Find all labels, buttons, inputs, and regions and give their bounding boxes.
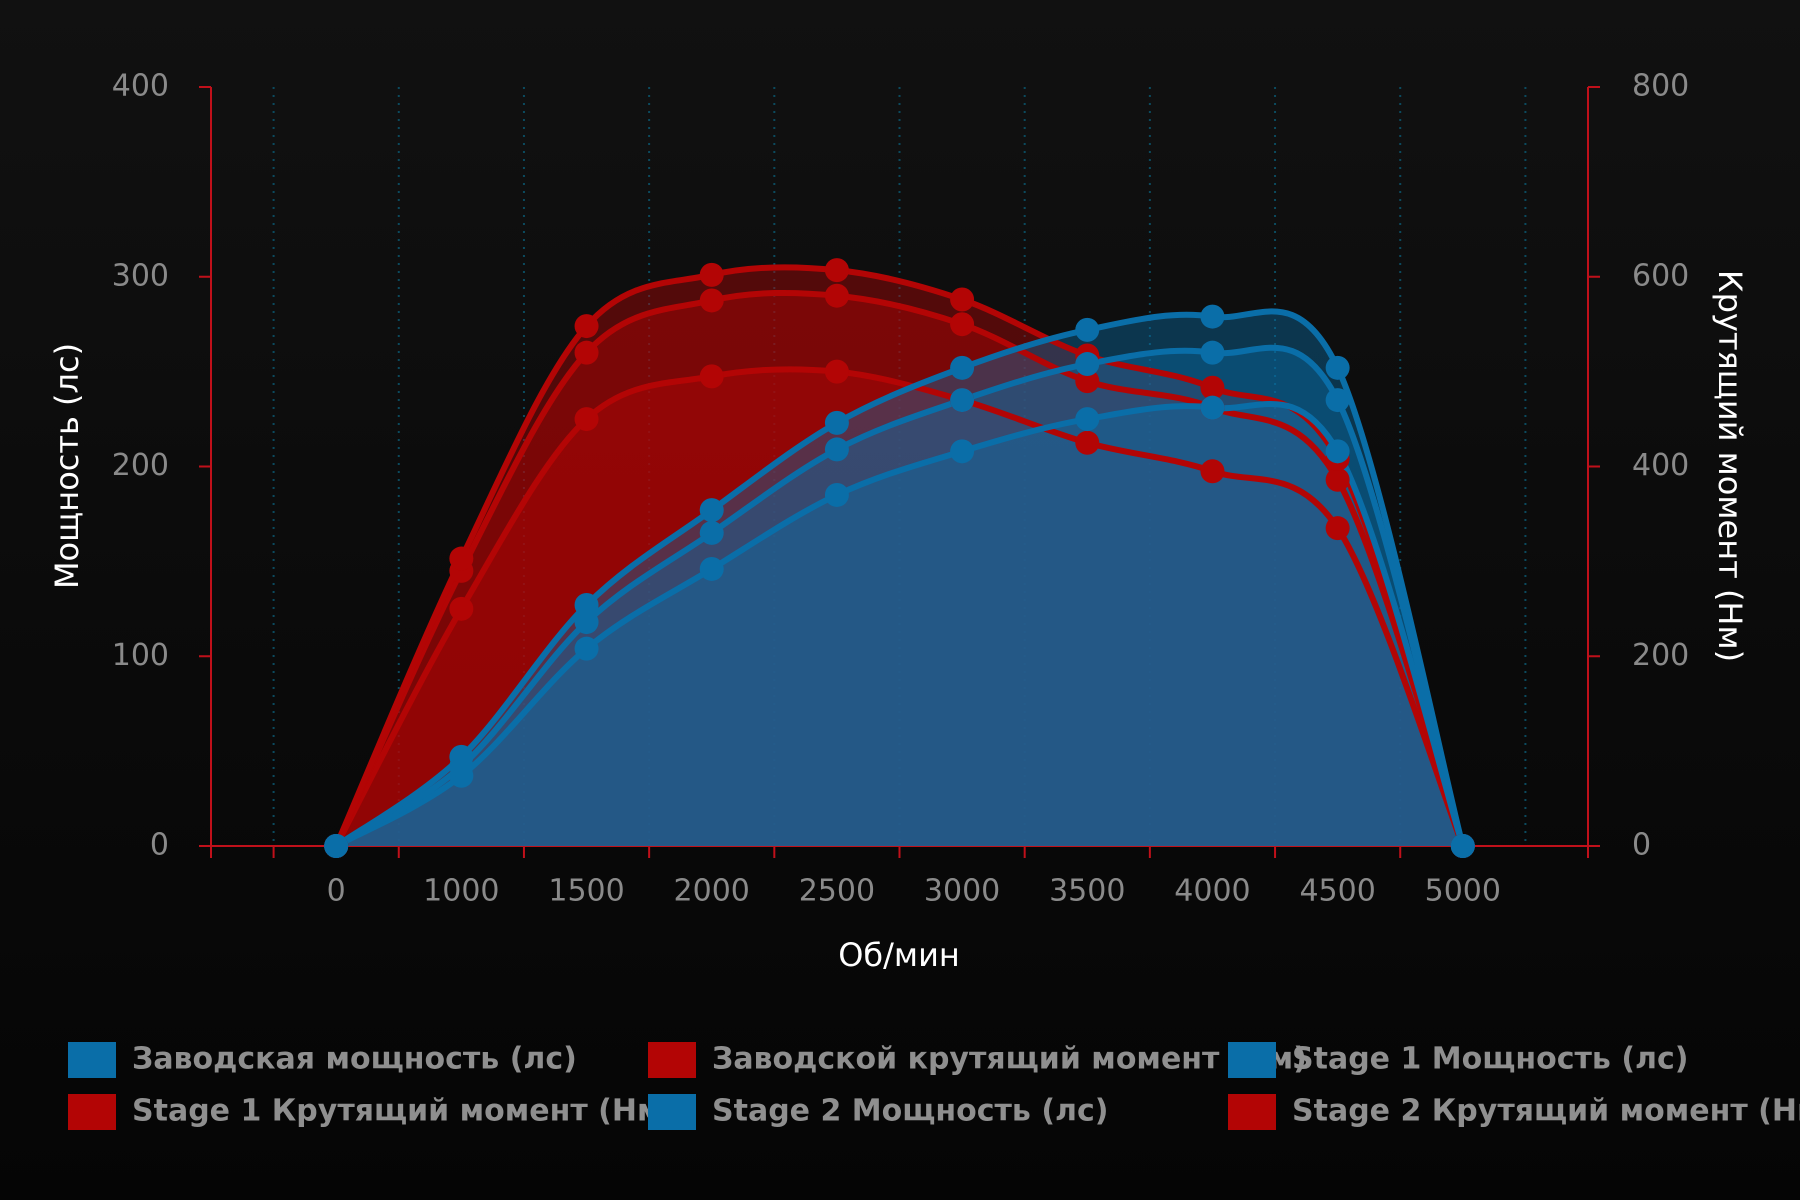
data-point [574,314,599,339]
y2-tick-label: 400 [1632,448,1689,483]
y2-tick-label: 0 [1632,828,1651,863]
data-point [699,498,724,523]
data-point [324,834,349,858]
legend-swatch [648,1094,696,1130]
data-point [950,439,975,464]
data-point [1325,467,1350,492]
data-point [950,388,975,413]
x-tick-label: 4500 [1299,874,1375,909]
data-point [449,596,474,621]
series-line [333,289,1466,848]
series-area [336,267,1463,846]
data-point [950,355,975,380]
legend-swatch [68,1042,116,1078]
data-point [824,258,849,283]
y-axis-title: Мощность (лс) [48,343,86,589]
data-point [1325,388,1350,413]
legend-swatch [1228,1094,1276,1130]
y2-tick-label: 600 [1632,258,1689,293]
data-point [574,593,599,618]
data-point [950,312,975,337]
data-point [1200,340,1225,365]
legend-swatch [1228,1042,1276,1078]
data-point [824,437,849,462]
x-tick-label: 1500 [548,874,624,909]
x-tick-label: 0 [327,874,346,909]
data-point [699,262,724,287]
x-tick-label: 3500 [1049,874,1125,909]
legend-swatch [648,1042,696,1078]
data-point [824,410,849,435]
data-point [1075,317,1100,342]
y-tick-label: 0 [150,828,169,863]
data-point [1200,459,1225,484]
x-tick-label: 2500 [799,874,875,909]
series-area [336,369,1463,846]
data-point [1075,369,1100,394]
data-point [449,744,474,769]
y2-tick-label: 200 [1632,638,1689,673]
series-line [333,366,1466,848]
x-tick-label: 3000 [924,874,1000,909]
data-point [1450,834,1475,858]
legend-label: Stage 1 Крутящий момент (Нм) [132,1094,675,1129]
data-point [574,407,599,432]
data-point [699,556,724,581]
data-point [574,610,599,635]
legend-label: Заводская мощность (лс) [132,1042,577,1077]
data-point [574,340,599,365]
data-point [950,287,975,312]
data-point [1325,355,1350,380]
data-point [824,359,849,384]
data-point [824,482,849,507]
y-tick-label: 100 [112,638,169,673]
data-point [1075,407,1100,432]
data-point [824,283,849,308]
legend-swatch [68,1094,116,1130]
legend-label: Stage 2 Крутящий момент (Нм) [1292,1094,1800,1129]
series-area [336,292,1463,846]
data-point [1200,304,1225,329]
series-area [336,311,1463,846]
data-point [699,288,724,313]
y-tick-label: 400 [112,69,169,104]
x-tick-label: 5000 [1425,874,1501,909]
y-tick-label: 300 [112,258,169,293]
x-axis-title: Об/мин [838,936,960,974]
legend-label: Заводской крутящий момент (Нм) [712,1042,1307,1077]
data-point [699,364,724,389]
series-area [336,347,1463,846]
data-point [1075,352,1100,377]
legend-label: Stage 1 Мощность (лс) [1292,1042,1689,1077]
y-tick-label: 200 [112,448,169,483]
y2-tick-label: 800 [1632,69,1689,104]
legend: Заводская мощность (лс) Заводской крутящи… [68,1042,1800,1130]
data-point [1325,439,1350,464]
x-tick-label: 4000 [1174,874,1250,909]
data-point [1325,516,1350,541]
y2-axis-title: Крутящий момент (Нм) [1711,270,1749,662]
data-point [699,520,724,545]
data-point [449,546,474,571]
series-area [336,404,1463,846]
data-point [1075,430,1100,455]
data-point [1200,395,1225,420]
data-point [1200,375,1225,400]
x-tick-label: 2000 [674,874,750,909]
x-tick-label: 1000 [423,874,499,909]
data-point [574,636,599,661]
legend-label: Stage 2 Мощность (лс) [712,1094,1109,1129]
